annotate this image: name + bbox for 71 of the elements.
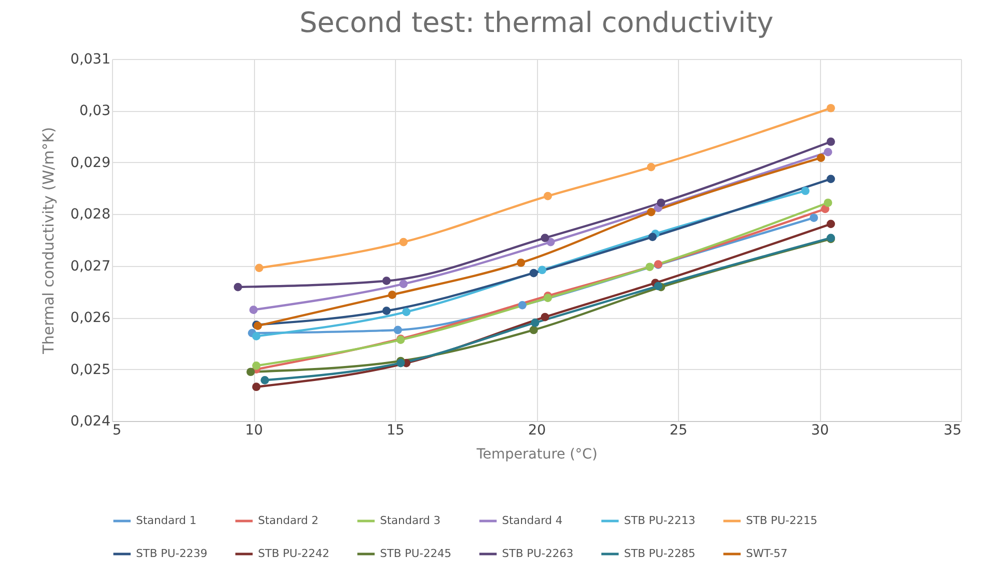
point	[530, 318, 540, 327]
point	[654, 282, 662, 290]
point	[801, 186, 810, 196]
legend-label: STB PU-2263	[502, 547, 574, 560]
point	[646, 262, 654, 272]
point	[824, 148, 832, 156]
legend-label: Standard 1	[136, 514, 197, 527]
point	[252, 332, 261, 340]
point	[826, 138, 836, 146]
point	[544, 192, 552, 200]
point	[388, 290, 396, 299]
point	[820, 204, 830, 214]
legend-label: Standard 3	[380, 514, 441, 527]
legend-label: STB PU-2213	[624, 514, 696, 527]
point	[826, 220, 836, 228]
x-tick-label: 5	[112, 422, 122, 438]
point	[824, 198, 832, 207]
point	[540, 312, 550, 322]
legend-label: STB PU-2285	[624, 547, 696, 560]
point	[382, 276, 391, 286]
point	[394, 326, 402, 334]
y-tick-label: 0,025	[70, 362, 110, 378]
point	[252, 361, 261, 370]
x-tick-label: 25	[670, 422, 688, 438]
point	[399, 280, 408, 288]
legend-label: SWT-57	[746, 547, 788, 560]
point	[260, 376, 270, 384]
point	[249, 306, 258, 314]
legend-label: STB PU-2245	[380, 547, 452, 560]
point	[648, 232, 657, 242]
legend-label: STB PU-2215	[746, 514, 818, 527]
y-tick-label: 0,024	[70, 414, 111, 430]
legend-label: Standard 2	[258, 514, 319, 527]
legend-label: Standard 4	[502, 514, 563, 527]
y-axis-title: Thermal conductivity (W/m°K)	[39, 127, 58, 355]
point	[254, 264, 264, 272]
chart-title: Second test: thermal conductivity	[300, 6, 774, 39]
x-axis-title: Temperature (°C)	[476, 446, 598, 462]
point	[529, 326, 538, 334]
y-tick-label: 0,028	[70, 206, 110, 223]
point	[382, 306, 391, 316]
y-tick-label: 0,031	[70, 52, 110, 68]
point	[538, 266, 546, 274]
point	[518, 300, 527, 310]
point	[516, 258, 526, 267]
point	[546, 238, 555, 246]
y-tick-label: 0,027	[70, 258, 110, 274]
point	[402, 308, 411, 316]
point	[529, 268, 538, 278]
x-tick-label: 15	[386, 422, 404, 438]
point	[252, 382, 261, 392]
point	[646, 162, 656, 172]
point	[646, 208, 656, 216]
x-tick-label: 30	[811, 422, 829, 438]
legend-label: STB PU-2242	[258, 547, 330, 560]
point	[826, 174, 836, 184]
point	[810, 214, 818, 222]
point	[246, 368, 255, 376]
point	[656, 198, 666, 207]
point	[540, 234, 550, 242]
point	[816, 154, 826, 162]
point	[234, 282, 242, 292]
x-tick-label: 10	[245, 422, 263, 438]
y-tick-label: 0,03	[79, 103, 110, 120]
y-tick-label: 0,029	[70, 154, 110, 171]
y-tick-label: 0,026	[70, 310, 111, 326]
x-tick-label: 35	[944, 422, 962, 438]
point	[826, 104, 836, 112]
point	[399, 238, 408, 246]
legend-label: STB PU-2239	[136, 547, 208, 560]
x-tick-label: 20	[528, 422, 546, 438]
